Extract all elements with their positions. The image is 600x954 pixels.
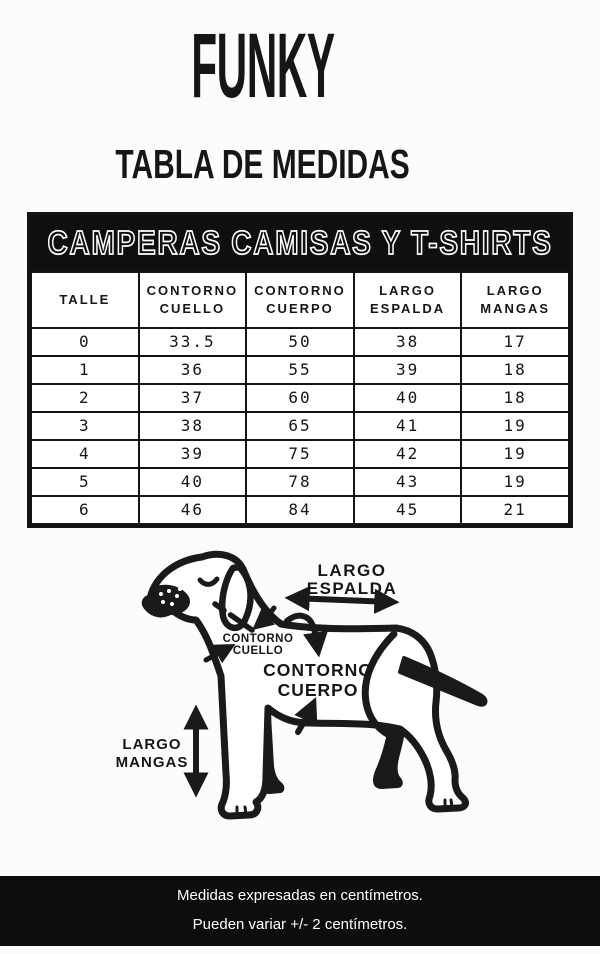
table-cell: 39 [137, 439, 248, 469]
table-cell: 43 [352, 467, 463, 497]
table-cell: 40 [352, 383, 463, 413]
table-cell: 42 [352, 439, 463, 469]
table-cell: 6 [30, 495, 140, 525]
dog-eye [197, 576, 220, 587]
column-header: LARGO MANGAS [460, 271, 570, 329]
footer-line-1: Medidas expresadas en centímetros. [177, 887, 423, 904]
table-cell: 18 [460, 383, 570, 413]
size-table: CAMPERAS CAMISAS Y T-SHIRTS TALLE CONTORN… [27, 212, 573, 528]
column-header: CONTORNO CUELLO [137, 271, 248, 329]
dog-muzzle-speckles [159, 587, 182, 606]
brand-logo-text: FUNKY [191, 15, 335, 117]
contorno-cuerpo-arrow-lower [294, 697, 318, 735]
table-cell: 60 [245, 383, 355, 413]
contorno-cuello-label: CONTORNO CUELLO [223, 633, 294, 657]
table-banner-svg: CAMPERAS CAMISAS Y T-SHIRTS [47, 223, 553, 262]
size-table-grid: TALLE CONTORNO CUELLO CONTORNO CUERPO LARGO… [30, 271, 570, 525]
largo-espalda-line1: LARGO [318, 561, 387, 580]
table-row: 2 37 60 40 18 [30, 383, 570, 413]
table-cell: 84 [245, 495, 355, 525]
table-cell: 40 [137, 467, 248, 497]
table-row: 6 46 84 45 21 [30, 495, 570, 525]
collar-dashed-line [212, 601, 255, 633]
largo-espalda-label: LARGO ESPALDA [307, 561, 397, 598]
dog-thigh-line [361, 630, 400, 742]
table-cell: 45 [352, 495, 463, 525]
table-cell: 19 [460, 467, 570, 497]
table-cell: 4 [30, 439, 140, 469]
table-cell: 39 [352, 355, 463, 385]
contorno-cuerpo-line1: CONTORNO [263, 660, 373, 680]
contorno-cuerpo-line2: CUERPO [278, 680, 359, 700]
table-banner: CAMPERAS CAMISAS Y T-SHIRTS [30, 215, 570, 271]
table-row: 3 38 65 41 19 [30, 411, 570, 441]
table-cell: 78 [245, 467, 355, 497]
table-cell: 5 [30, 467, 140, 497]
dog-nose [147, 584, 190, 615]
largo-mangas-label: LARGO MANGAS [116, 736, 189, 771]
table-cell: 2 [30, 383, 140, 413]
size-table-head-row: TALLE CONTORNO CUELLO CONTORNO CUERPO LARGO… [30, 271, 570, 329]
table-row: 1 36 55 39 18 [30, 355, 570, 385]
table-cell: 38 [352, 327, 463, 357]
dog-toes [235, 798, 454, 818]
table-cell: 65 [245, 411, 355, 441]
dog-diagram-svg: LARGO ESPALDA CONTORNO CUELLO CONTORNO C… [116, 550, 488, 820]
contorno-cuerpo-arrow-upper [284, 612, 328, 658]
table-cell: 17 [460, 327, 570, 357]
largo-espalda-line2: ESPALDA [307, 579, 397, 598]
table-cell: 75 [245, 439, 355, 469]
column-header: TALLE [30, 271, 140, 329]
dog-tail [398, 656, 488, 707]
contorno-cuello-arrow-upper [252, 605, 277, 631]
column-header: LARGO ESPALDA [352, 271, 463, 329]
brand-logo: FUNKY [0, 15, 526, 117]
table-cell: 3 [30, 411, 140, 441]
largo-mangas-line1: LARGO [122, 736, 181, 753]
page-title-text: TABLA DE MEDIDAS [115, 141, 411, 187]
contorno-cuerpo-label: CONTORNO CUERPO [263, 660, 373, 700]
table-row: 0 33.5 50 38 17 [30, 327, 570, 357]
table-cell: 21 [460, 495, 570, 525]
table-cell: 38 [137, 411, 248, 441]
dog-diagram: LARGO ESPALDA CONTORNO CUELLO CONTORNO C… [0, 536, 600, 868]
table-banner-text: CAMPERAS CAMISAS Y T-SHIRTS [48, 224, 553, 261]
footer-note: Medidas expresadas en centímetros. Puede… [0, 876, 600, 946]
contorno-cuello-arrow-lower [203, 643, 236, 664]
table-row: 4 39 75 42 19 [30, 439, 570, 469]
largo-mangas-line2: MANGAS [116, 754, 189, 771]
table-cell: 55 [245, 355, 355, 385]
contorno-cuello-line2: CUELLO [233, 645, 283, 657]
table-cell: 50 [245, 327, 355, 357]
contorno-cuello-line1: CONTORNO [223, 633, 294, 645]
table-cell: 18 [460, 355, 570, 385]
table-cell: 33.5 [137, 327, 248, 357]
column-header: CONTORNO CUERPO [245, 271, 355, 329]
table-cell: 19 [460, 411, 570, 441]
page-title: TABLA DE MEDIDAS [0, 142, 526, 186]
table-cell: 1 [30, 355, 140, 385]
dog-illustration [141, 550, 488, 820]
table-cell: 41 [352, 411, 463, 441]
table-cell: 46 [137, 495, 248, 525]
table-cell: 0 [30, 327, 140, 357]
table-cell: 19 [460, 439, 570, 469]
table-row: 5 40 78 43 19 [30, 467, 570, 497]
measurement-arrows [183, 586, 400, 798]
table-cell: 37 [137, 383, 248, 413]
largo-espalda-arrow [284, 586, 400, 614]
footer-line-2: Pueden variar +/- 2 centímetros. [192, 916, 408, 933]
table-cell: 36 [137, 355, 248, 385]
size-table-body: 0 33.5 50 38 17 1 36 55 39 18 2 37 60 40 18 3 38 65 41 19 4 3… [30, 327, 570, 525]
